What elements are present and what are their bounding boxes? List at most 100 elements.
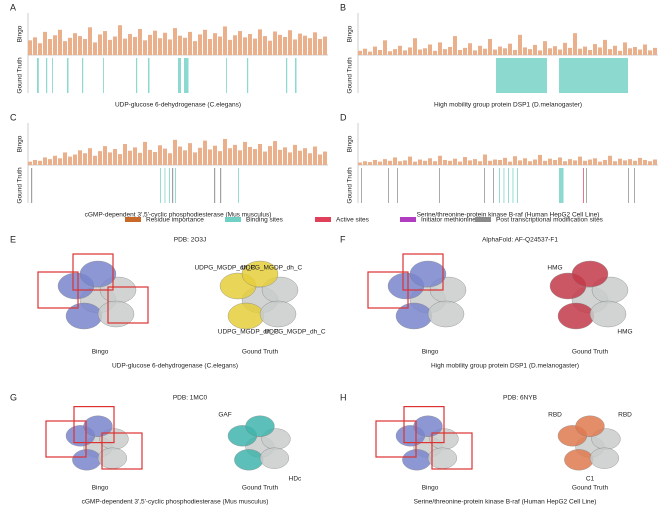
importance-bar (68, 37, 72, 55)
structure-caption: High mobility group protein DSP1 (D.mela… (431, 363, 579, 370)
importance-bar (583, 160, 587, 165)
importance-bar (73, 154, 77, 165)
importance-bar (83, 39, 87, 55)
structure-id: PDB: 6NYB (503, 395, 537, 402)
importance-bar (253, 149, 257, 165)
importance-bar (618, 158, 622, 165)
importance-bar (78, 36, 82, 55)
site (503, 168, 505, 203)
protein-shape (259, 447, 289, 469)
importance-bar (478, 45, 482, 55)
site (46, 58, 48, 93)
importance-bar (288, 152, 292, 165)
importance-bar (268, 40, 272, 55)
importance-bar (228, 39, 232, 55)
annotation: UDPG_MGDP_dh_C (218, 329, 279, 336)
importance-bar (623, 42, 627, 55)
importance-bar (498, 159, 502, 165)
importance-bar (163, 32, 167, 55)
importance-bar (118, 154, 122, 165)
importance-bar (383, 40, 387, 55)
importance-bar (178, 35, 182, 55)
importance-bar (558, 157, 562, 165)
protein-shape (402, 449, 432, 471)
importance-bar (188, 143, 192, 165)
importance-bar (163, 148, 167, 165)
importance-bar (158, 38, 162, 55)
importance-bar (523, 158, 527, 165)
structure-caption: UDP-glucose 6-dehydrogenase (C.elegans) (112, 363, 238, 370)
protein-shape (564, 449, 594, 471)
importance-bar (223, 138, 227, 165)
importance-bar (603, 159, 607, 165)
importance-bar (288, 30, 292, 55)
importance-bar (423, 48, 427, 55)
importance-bar (43, 31, 47, 55)
importance-bar (193, 41, 197, 55)
importance-bar (633, 47, 637, 55)
importance-bar (638, 157, 642, 165)
importance-bar (393, 49, 397, 55)
site (37, 58, 39, 93)
importance-bar (598, 47, 602, 55)
importance-bar (518, 34, 522, 55)
importance-bar (93, 155, 97, 165)
importance-bar (63, 41, 67, 55)
importance-bar (248, 146, 252, 165)
annotation: HDc (289, 476, 302, 483)
importance-bar (493, 159, 497, 165)
protein-shape (245, 415, 275, 437)
site (175, 168, 176, 203)
importance-bar (653, 47, 657, 55)
site (148, 58, 150, 93)
importance-bar (203, 29, 207, 55)
site (295, 58, 297, 93)
y-label: Gound Truth (347, 167, 354, 204)
importance-bar (443, 49, 447, 55)
left-label: Bingo (422, 485, 439, 492)
importance-bar (468, 160, 472, 165)
importance-bar (383, 159, 387, 165)
importance-bar (613, 161, 617, 165)
annotation: UDPG_MGDP_dh_C (241, 265, 302, 272)
importance-bar (93, 42, 97, 55)
importance-bar (173, 28, 177, 55)
importance-bar (53, 155, 57, 165)
importance-bar (563, 161, 567, 165)
importance-bar (368, 51, 372, 55)
site (517, 168, 518, 203)
site (484, 168, 485, 203)
importance-bar (518, 160, 522, 165)
importance-bar (538, 50, 542, 55)
importance-bar (153, 30, 157, 55)
importance-bar (573, 33, 577, 55)
panel-label: E (10, 234, 16, 244)
protein-shape (241, 260, 279, 288)
importance-bar (403, 160, 407, 165)
importance-bar (318, 39, 322, 55)
importance-bar (308, 153, 312, 165)
importance-bar (88, 27, 92, 55)
importance-bar (138, 28, 142, 55)
importance-bar (598, 161, 602, 165)
importance-bar (568, 159, 572, 165)
importance-bar (78, 150, 82, 165)
importance-bar (643, 44, 647, 55)
site (169, 168, 170, 203)
annotation: GAF (218, 412, 231, 419)
site (178, 58, 181, 93)
importance-bar (268, 146, 272, 165)
importance-bar (238, 31, 242, 55)
importance-bar (548, 48, 552, 55)
importance-bar (368, 162, 372, 165)
importance-bar (418, 49, 422, 55)
importance-bar (378, 161, 382, 165)
importance-bar (103, 146, 107, 165)
protein-shape (65, 302, 103, 330)
importance-bar (28, 40, 32, 55)
legend-label: Active sites (336, 217, 370, 224)
highlight-box (73, 406, 115, 444)
importance-bar (158, 145, 162, 165)
importance-bar (528, 49, 532, 55)
importance-bar (358, 162, 362, 165)
